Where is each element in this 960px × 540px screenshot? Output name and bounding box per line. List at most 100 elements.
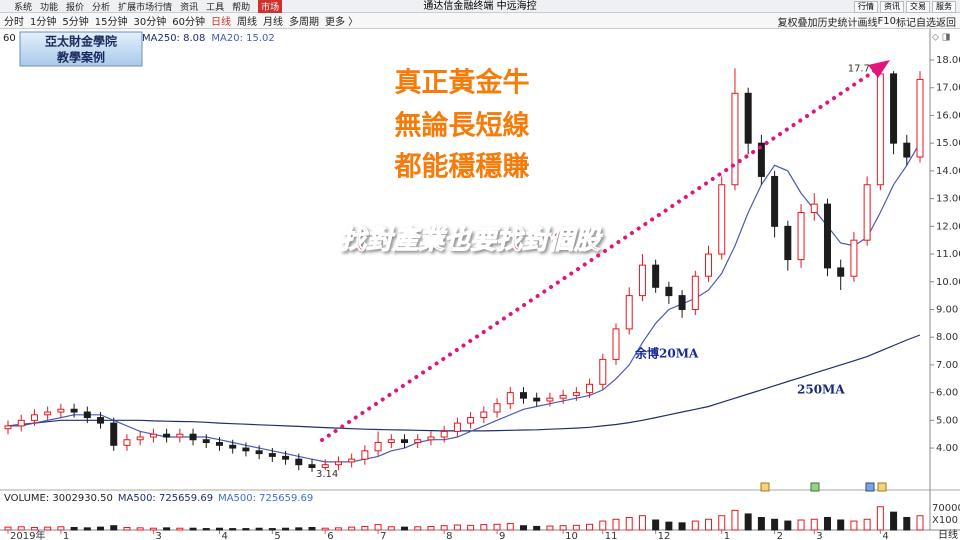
volume-bar [797, 519, 805, 531]
period-tab[interactable]: 30分钟 [133, 17, 167, 28]
candle-body [625, 295, 633, 330]
candle-body [268, 453, 276, 457]
volume-bar [678, 522, 686, 531]
top-buttons: 行情 资讯 交易 服务 [854, 1, 956, 13]
tool-button[interactable]: 历史 [817, 17, 838, 29]
candle-body [4, 425, 12, 430]
candle-body [916, 78, 924, 158]
volume-bar [268, 528, 276, 531]
period-tab[interactable]: 分时 [4, 17, 24, 28]
menu-item[interactable]: 扩展市场行情 [118, 2, 173, 13]
menu-item[interactable]: 系统 [14, 2, 33, 13]
tool-button[interactable]: 返回 [936, 17, 956, 29]
trend-arrow-head [868, 60, 890, 78]
volume-bar [519, 525, 527, 531]
candle-body [744, 92, 752, 144]
top-button[interactable]: 行情 [854, 1, 878, 13]
top-button[interactable]: 交易 [906, 1, 930, 13]
volume-bar [665, 521, 673, 531]
candle-body [705, 253, 713, 277]
candle-body [242, 447, 250, 452]
ma250-note: 250MA [797, 383, 845, 397]
y-tick-label: 12.00 [936, 221, 960, 232]
candle-body [57, 408, 65, 413]
panel-icon: ◇ ◨ [932, 33, 950, 43]
volume-bar [176, 527, 184, 531]
volume-value: VOLUME: 3002930.50 [4, 493, 113, 504]
volume-bar [638, 515, 646, 531]
period-tab[interactable]: 15分钟 [94, 17, 128, 28]
period-tab[interactable]: 周线 [236, 17, 257, 28]
period-tab[interactable]: 更多 〉 [324, 17, 359, 28]
candle-body [678, 295, 686, 310]
candle-body [519, 392, 527, 399]
candle-body [652, 264, 660, 288]
volume-bar [731, 509, 739, 531]
candle-body [850, 239, 858, 277]
ma-header: MA250: 8.08 MA20: 15.02 [142, 33, 275, 44]
menu-item[interactable]: 资讯 [180, 2, 199, 13]
tool-button[interactable]: 叠加 [797, 17, 818, 29]
headline: 找對產業也要找對個股 [340, 226, 603, 256]
tool-button[interactable]: 画线 [857, 17, 878, 29]
volume-bar [837, 519, 845, 531]
volume-bar [149, 527, 157, 531]
volume-bar [189, 527, 197, 531]
trend-arrow [320, 68, 878, 442]
volume-bar [110, 525, 118, 531]
candle-body [480, 411, 488, 419]
volume-bar [44, 526, 52, 531]
menu-market[interactable]: 市场 [258, 0, 283, 13]
tool-button[interactable]: 复权 [777, 17, 798, 29]
volume-bar [810, 518, 818, 531]
candle-body [903, 142, 911, 158]
period-tab[interactable]: 60分钟 [172, 17, 205, 28]
tool-button[interactable]: 统计 [837, 17, 858, 29]
volume-bar [440, 525, 448, 531]
y-tick-label: 16.00 [936, 110, 960, 121]
period-tab[interactable]: 月线 [262, 17, 283, 28]
volume-bar [361, 525, 369, 531]
top-button[interactable]: 服务 [932, 1, 956, 13]
volume-bar [850, 520, 858, 531]
candle-body [255, 450, 263, 455]
candle-body [321, 464, 329, 468]
menu-item[interactable]: 帮助 [232, 2, 251, 13]
top-button[interactable]: 资讯 [880, 1, 904, 13]
volume-bar [890, 511, 898, 531]
y-tick-label: 10.00 [936, 277, 960, 288]
candle-body [533, 397, 541, 402]
menu-item[interactable]: 功能 [40, 2, 59, 13]
event-icon [810, 482, 820, 492]
volume-bar [612, 518, 620, 531]
period-tab[interactable]: 1分钟 [30, 17, 57, 28]
candle-body [467, 417, 475, 424]
candle-body [731, 92, 739, 186]
volume-bar [30, 527, 38, 531]
x-tick-label: 4 [882, 531, 888, 540]
menu-bar: 系统 功能 报价 分析 扩展市场行情 资讯 工具 帮助 市场 [0, 0, 960, 13]
volume-bar [480, 524, 488, 531]
event-icon [865, 482, 875, 492]
period-tab[interactable]: 日线 [210, 17, 231, 28]
x-tick-label: 7 [380, 531, 386, 540]
candle-body [784, 225, 792, 261]
tool-button[interactable]: F10 [877, 15, 896, 27]
y-tick-label: 7.00 [936, 360, 958, 371]
volume-bar [215, 527, 223, 531]
menu-item[interactable]: 报价 [66, 2, 85, 13]
x-tick-label: 3 [155, 531, 161, 540]
menu-item[interactable]: 工具 [206, 2, 225, 13]
tool-button[interactable]: 标记 [896, 17, 916, 29]
volume-bar [572, 524, 580, 531]
y-tick-label: 9.00 [936, 304, 958, 315]
period-tab[interactable]: 多周期 [288, 17, 319, 28]
volume-bar [229, 528, 237, 531]
volume-bar [823, 517, 831, 531]
tool-button[interactable]: 自选 [916, 17, 936, 29]
period-tab[interactable]: 5分钟 [62, 17, 89, 28]
volume-bar [4, 526, 12, 531]
volume-unit: X100 [932, 515, 958, 526]
menu-item[interactable]: 分析 [92, 2, 111, 13]
